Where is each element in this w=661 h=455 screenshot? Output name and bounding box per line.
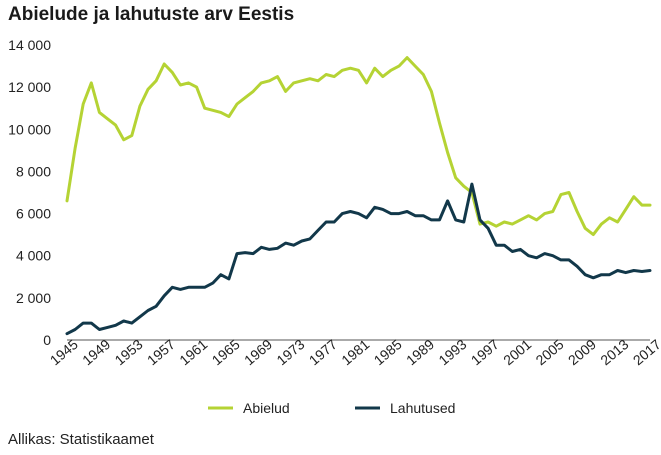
y-axis-tick-labels: 0 2 000 4 000 6 000 8 000 10 000 12 000 14 000 (8, 37, 51, 348)
y-tick-label: 4 000 (16, 248, 51, 264)
source-note: Allikas: Statistikaamet (8, 431, 154, 448)
legend-label-lahutused: Lahutused (390, 400, 455, 416)
series-line-lahutused (65, 182, 652, 336)
x-tick-label: 2013 (597, 336, 631, 368)
x-tick-label: 1985 (371, 336, 405, 368)
y-tick-label: 12 000 (8, 79, 51, 95)
x-tick-label: 1965 (209, 336, 243, 368)
series-lines (65, 56, 652, 336)
legend: Abielud Lahutused (208, 400, 455, 416)
series-line-abielud (65, 56, 652, 237)
x-axis-tick-labels: 1945194919531957196119651969197319771981… (47, 336, 661, 368)
y-tick-label: 14 000 (8, 37, 51, 53)
x-tick-label: 1949 (79, 336, 113, 368)
x-tick-label: 2005 (533, 336, 567, 368)
y-tick-label: 6 000 (16, 206, 51, 222)
x-tick-label: 1981 (338, 336, 372, 368)
x-tick-label: 1945 (47, 336, 81, 368)
x-tick-label: 1969 (241, 336, 275, 368)
x-tick-label: 2017 (630, 336, 661, 368)
x-tick-label: 1989 (403, 336, 437, 368)
x-tick-label: 2009 (565, 336, 599, 368)
legend-label-abielud: Abielud (243, 400, 290, 416)
chart-title: Abielude ja lahutuste arv Eestis (8, 4, 295, 25)
y-tick-label: 8 000 (16, 163, 51, 179)
y-tick-label: 2 000 (16, 290, 51, 306)
x-tick-label: 1993 (435, 336, 469, 368)
x-tick-label: 1977 (306, 336, 340, 368)
x-tick-label: 1961 (176, 336, 210, 368)
x-tick-label: 1973 (273, 336, 307, 368)
x-tick-label: 1957 (144, 336, 178, 368)
x-tick-label: 2001 (500, 336, 534, 368)
y-tick-label: 10 000 (8, 121, 51, 137)
y-tick-label: 0 (43, 332, 51, 348)
x-tick-label: 1953 (111, 336, 145, 368)
x-tick-label: 1997 (468, 336, 502, 368)
